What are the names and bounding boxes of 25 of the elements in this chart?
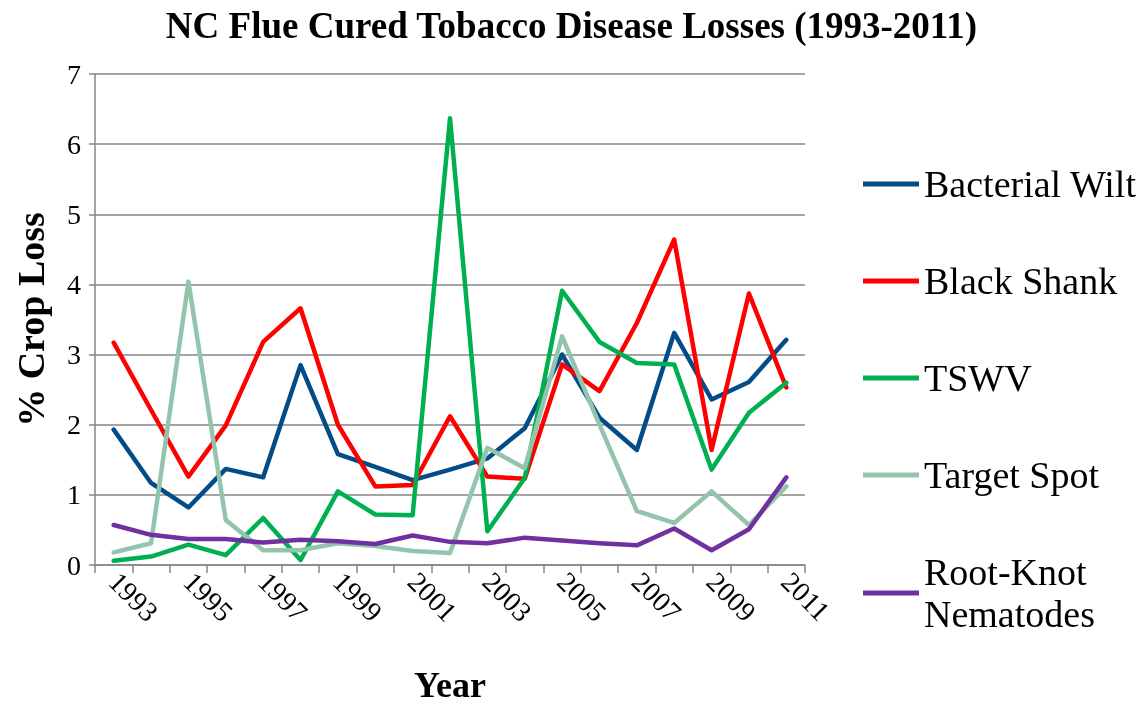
legend-label: Bacterial Wilt	[924, 163, 1137, 205]
y-tick-label: 2	[67, 409, 81, 441]
y-tick-label: 4	[67, 268, 81, 300]
y-axis-title: % Crop Loss	[10, 212, 52, 427]
y-tick-label: 5	[67, 198, 81, 230]
line-series	[111, 279, 789, 556]
legend-label: Black Shank	[924, 260, 1118, 302]
legend-label: TSWV	[924, 357, 1033, 399]
x-axis-title: Year	[414, 665, 486, 705]
y-tick-label: 7	[67, 58, 81, 90]
chart-title: NC Flue Cured Tobacco Disease Losses (1993-2011)	[165, 5, 978, 47]
y-tick-label: 6	[67, 128, 81, 160]
x-tick-label: 1993	[102, 566, 165, 628]
x-tick-label: 1999	[326, 566, 389, 628]
line-series	[111, 475, 789, 553]
line-series	[111, 237, 789, 489]
line-series	[111, 115, 789, 564]
legend-label: Root-Knot Nematodes	[924, 551, 1097, 635]
x-tick-label: 2007	[625, 566, 688, 628]
legend-label: Target Spot	[924, 454, 1100, 496]
y-tick-label: 1	[67, 479, 81, 511]
x-tick-label: 1997	[252, 566, 314, 628]
y-tick-label: 0	[67, 549, 81, 581]
x-tick-label: 1995	[177, 566, 239, 628]
y-tick-label: 3	[67, 339, 81, 371]
